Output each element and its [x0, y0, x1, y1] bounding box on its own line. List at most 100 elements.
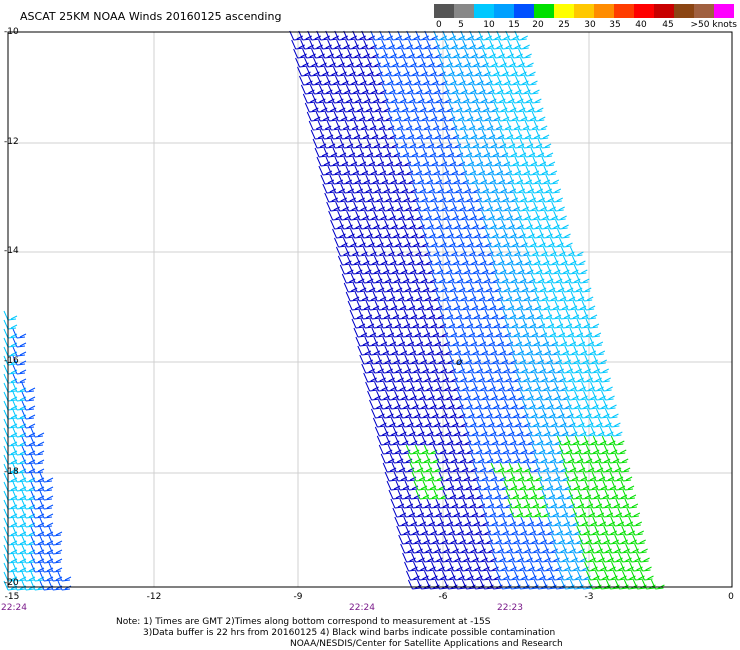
- wind-barb: [535, 336, 550, 347]
- wind-barb: [417, 39, 431, 50]
- wind-barb: [378, 66, 392, 77]
- wind-barb: [445, 462, 460, 473]
- wind-barb: [346, 210, 360, 221]
- wind-barb: [480, 498, 495, 509]
- wind-barb: [327, 84, 342, 95]
- wind-barb: [450, 525, 464, 536]
- wind-barb: [524, 327, 539, 338]
- wind-barb: [439, 57, 453, 68]
- wind-barb: [534, 372, 548, 383]
- wind-barb: [394, 516, 409, 527]
- wind-barb: [530, 147, 545, 158]
- wind-barb: [447, 138, 462, 149]
- wind-barb: [445, 543, 459, 554]
- wind-barb: [367, 309, 382, 320]
- wind-barb: [399, 165, 414, 176]
- wind-barb: [578, 534, 592, 545]
- wind-barb: [383, 93, 398, 104]
- wind-barb: [423, 525, 437, 536]
- wind-barb: [3, 544, 18, 555]
- wind-barb: [448, 435, 463, 446]
- wind-barb: [405, 66, 419, 77]
- wind-barb: [386, 147, 401, 158]
- wind-barb: [484, 57, 498, 68]
- wind-barb: [533, 453, 548, 464]
- wind-barb: [339, 138, 354, 149]
- wind-barb: [403, 516, 418, 527]
- wind-barb: [574, 309, 589, 320]
- wind-barb: [498, 291, 513, 302]
- wind-barb: [483, 264, 498, 275]
- wind-barb: [394, 57, 408, 68]
- wind-barb: [3, 391, 18, 402]
- wind-barb: [425, 327, 440, 338]
- wind-barb: [304, 102, 319, 113]
- wind-barb: [462, 165, 477, 176]
- wind-barb: [397, 282, 412, 293]
- wind-barb: [324, 192, 338, 203]
- wind-barb: [457, 102, 472, 113]
- wind-barbs: [3, 30, 665, 591]
- wind-barb: [395, 147, 410, 158]
- wind-barb: [561, 417, 576, 428]
- wind-barb: [320, 93, 335, 104]
- wind-barb: [502, 183, 517, 194]
- wind-barb: [376, 435, 391, 446]
- wind-barb: [575, 561, 589, 572]
- wind-barb: [12, 508, 27, 519]
- wind-barb: [322, 102, 337, 113]
- wind-barb: [560, 327, 575, 338]
- wind-barb: [337, 210, 351, 221]
- wind-barb: [420, 138, 435, 149]
- wind-barb: [438, 264, 453, 275]
- wind-barb: [21, 463, 36, 474]
- wind-barb: [430, 57, 444, 68]
- wind-barb: [530, 273, 545, 284]
- wind-barb: [368, 228, 382, 239]
- wind-barb: [590, 426, 605, 437]
- wind-barb: [422, 561, 436, 572]
- wind-barb: [474, 219, 488, 230]
- wind-barb: [513, 111, 528, 122]
- wind-barb: [581, 507, 596, 518]
- wind-barb: [511, 390, 525, 401]
- wind-barb: [507, 417, 522, 428]
- wind-barb: [522, 525, 536, 536]
- wind-barb: [21, 544, 36, 555]
- wind-barb: [416, 534, 430, 545]
- wind-barb: [523, 489, 538, 500]
- wind-barb: [350, 273, 365, 284]
- wind-barb: [331, 102, 346, 113]
- wind-barb: [468, 192, 482, 203]
- wind-barb: [511, 516, 526, 527]
- wind-barb: [621, 525, 635, 536]
- wind-barb: [384, 264, 399, 275]
- wind-barb: [506, 327, 521, 338]
- wind-barb: [408, 84, 423, 95]
- wind-barb: [391, 462, 406, 473]
- wind-barb: [21, 526, 36, 537]
- wind-barb: [520, 309, 535, 320]
- wind-barb: [515, 453, 530, 464]
- wind-barb: [577, 363, 591, 374]
- wind-barb: [557, 354, 572, 365]
- wind-barb: [574, 516, 589, 527]
- wind-barb: [567, 318, 582, 329]
- wind-barb: [519, 219, 533, 230]
- wind-barb: [380, 201, 394, 212]
- legend-label-30: 30: [584, 20, 596, 30]
- wind-barb: [432, 399, 446, 410]
- wind-barb: [445, 210, 459, 221]
- wind-barb: [427, 255, 442, 266]
- wind-barb: [544, 336, 559, 347]
- wind-barb: [504, 525, 518, 536]
- wind-barb: [603, 444, 618, 455]
- wind-barb: [465, 219, 479, 230]
- wind-barb: [406, 570, 420, 581]
- wind-barb: [441, 111, 456, 122]
- wind-barb: [413, 480, 428, 491]
- wind-barb: [332, 147, 347, 158]
- wind-barb: [445, 255, 460, 266]
- wind-barb: [434, 408, 448, 419]
- wind-barb: [532, 282, 547, 293]
